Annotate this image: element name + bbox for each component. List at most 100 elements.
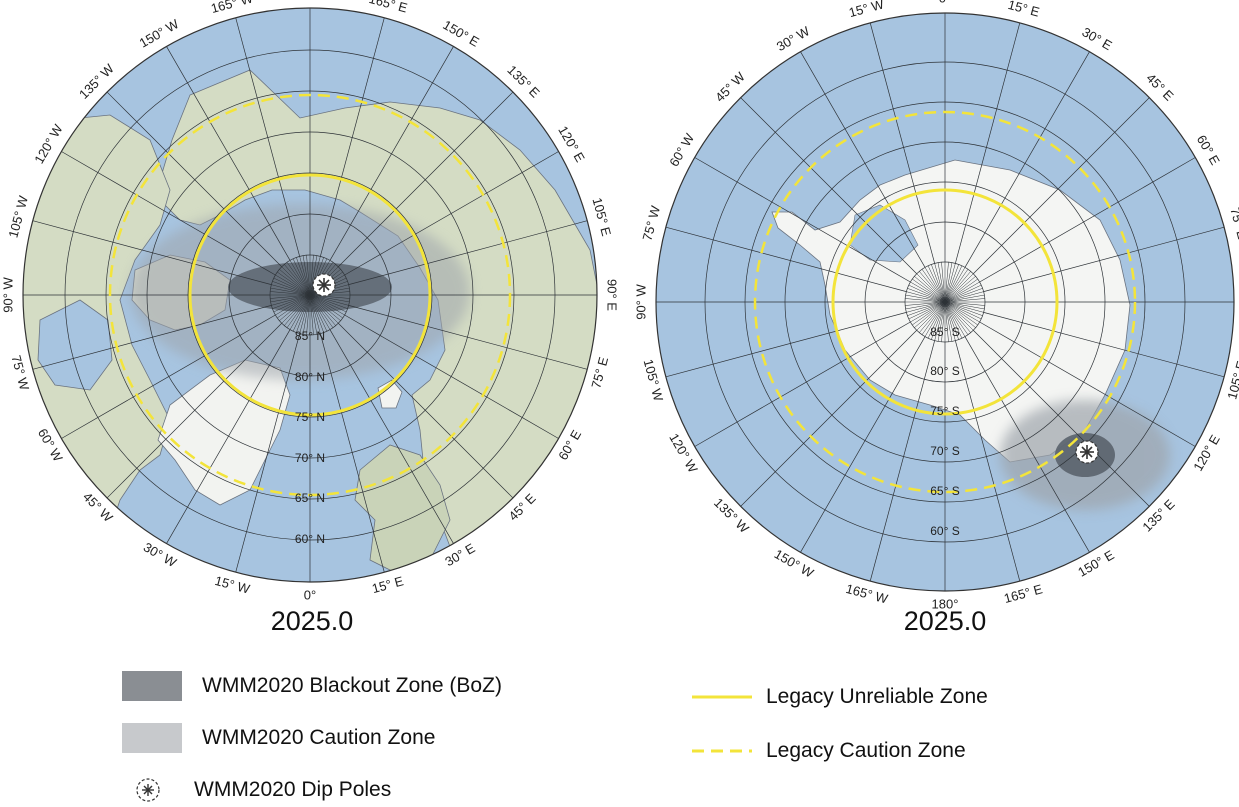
north-meridian: [166, 46, 291, 261]
south-pole-spoke: [919, 271, 946, 303]
south-pole-spoke: [921, 269, 946, 303]
south-lon-label: 75° E: [1227, 206, 1239, 241]
south-pole-spoke: [934, 301, 946, 341]
north-pole-spoke: [286, 294, 311, 328]
north-pole-spoke: [273, 277, 311, 296]
north-pole-spoke: [286, 262, 311, 296]
south-pole-spoke: [944, 276, 976, 303]
north-pole-spoke: [309, 294, 339, 324]
north-lon-label: 0°: [304, 587, 316, 602]
south-pole-spoke: [944, 263, 956, 303]
south-pole-spoke: [944, 298, 985, 303]
south-lat-label-85: 85° S: [930, 325, 959, 339]
legend-caution-zone: WMM2020 Caution Zone: [122, 723, 435, 753]
south-pole-spoke: [912, 278, 946, 303]
south-pole-spoke: [905, 298, 946, 303]
north-pole-spoke: [296, 294, 311, 333]
south-meridian: [800, 51, 926, 268]
south-pole-spoke: [937, 301, 946, 342]
south-pole-spoke: [944, 264, 959, 303]
north-pole-spoke: [309, 294, 348, 309]
south-pole-spoke: [944, 301, 983, 316]
south-pole-spoke: [944, 301, 971, 333]
south-pole-spoke: [907, 288, 946, 303]
north-meridian: [320, 17, 385, 257]
north-meridian: [235, 333, 300, 573]
legend-caution-label: WMM2020 Caution Zone: [202, 726, 436, 749]
north-meridian: [32, 305, 272, 370]
south-pole-spoke: [944, 301, 980, 323]
north-pole-spoke: [309, 294, 350, 303]
north-pole-spoke: [272, 281, 311, 296]
south-pole-spoke: [937, 262, 946, 303]
north-pole-spoke: [309, 294, 336, 326]
north-lat-label-75: 75° N: [295, 410, 325, 424]
south-pole-spoke: [919, 301, 946, 333]
south-pole-spoke: [944, 269, 969, 303]
north-legacy-caution-circle: [108, 93, 512, 497]
north-pole-spoke: [309, 294, 341, 321]
north-lon-label: 90° E: [605, 279, 620, 311]
north-pole-spoke: [275, 294, 311, 316]
north-pole-spoke: [275, 274, 311, 296]
south-lat-label-75: 75° S: [930, 404, 959, 418]
south-pole-spoke: [944, 301, 985, 310]
north-graticule: [23, 8, 597, 582]
south-pole-spoke: [944, 262, 953, 303]
north-pole-spoke: [279, 294, 311, 321]
blackout-swatch: [122, 671, 182, 701]
north-meridian: [338, 91, 514, 267]
north-pole-spoke: [296, 257, 311, 296]
south-pole-spoke: [916, 273, 946, 303]
north-pole-spoke: [302, 294, 311, 335]
legend-legacy-unreliable-label: Legacy Unreliable Zone: [766, 685, 988, 708]
north-meridian: [32, 220, 272, 285]
south-pole-spoke: [924, 267, 946, 303]
north-pole-spoke: [284, 294, 311, 326]
hudson-bay: [37, 299, 113, 391]
north-pole-spoke: [270, 291, 311, 296]
south-lon-label: 15° E: [1006, 0, 1041, 20]
south-meridian: [740, 330, 917, 507]
south-pole-spoke: [944, 301, 978, 326]
south-meridian: [964, 51, 1090, 268]
south-meridian: [955, 22, 1021, 264]
south-meridian: [973, 330, 1150, 507]
south-pole-spoke: [914, 301, 946, 328]
north-pole-spoke: [309, 255, 314, 296]
south-lon-label: 0°: [939, 0, 951, 5]
north-meridian: [344, 314, 559, 439]
south-map-caption: 2025.0: [903, 606, 987, 636]
north-map-rim: [22, 7, 598, 583]
south-pole-spoke: [924, 301, 946, 337]
north-pole-spoke: [309, 294, 328, 332]
south-pole-spoke: [944, 301, 982, 320]
north-lat-label-85: 85° N: [295, 329, 325, 343]
north-dip-pole-marker: [312, 273, 336, 297]
legend-blackout-label: WMM2020 Blackout Zone (BoZ): [202, 674, 502, 697]
north-lon-label: 75° E: [588, 355, 611, 390]
south-lat-label-60: 60° S: [930, 524, 959, 538]
north-pole-spoke: [292, 294, 311, 332]
north-pole-spoke: [309, 256, 321, 296]
polar-maps: 85° N 80° N 75° N 70° N 65° N 60° N 180°…: [0, 0, 1239, 611]
north-pole-spoke: [271, 294, 311, 306]
south-pole-spoke: [944, 291, 984, 303]
south-meridian: [665, 226, 907, 292]
south-polar-map: 85° S 80° S 75° S 70° S 65° S 60° S 0° 15…: [633, 0, 1239, 611]
south-meridian: [740, 97, 917, 274]
north-lon-label: 15° W: [213, 573, 252, 597]
north-pole-spoke: [309, 294, 331, 330]
svalbard: [377, 379, 403, 409]
south-lon-label: 75° W: [639, 203, 663, 242]
north-pole-spoke: [309, 294, 343, 319]
north-lon-label: 15° E: [370, 573, 405, 596]
north-polar-map: 85° N 80° N 75° N 70° N 65° N 60° N 180°…: [0, 0, 619, 602]
north-meridian: [235, 17, 300, 257]
north-pole-spoke: [277, 271, 311, 296]
north-meridian: [348, 220, 588, 285]
south-pole-spoke: [927, 265, 946, 303]
south-pole-spoke: [944, 301, 969, 335]
north-pole-spoke: [309, 294, 324, 333]
